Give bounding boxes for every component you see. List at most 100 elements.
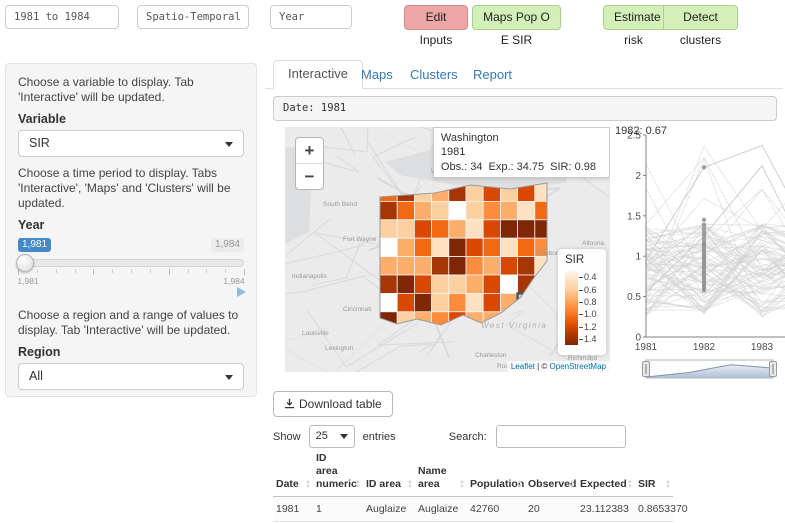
county-region[interactable] <box>431 201 450 221</box>
county-region[interactable] <box>517 237 536 257</box>
county-region[interactable] <box>413 274 432 294</box>
county-region[interactable] <box>413 201 432 221</box>
county-region[interactable] <box>465 219 484 239</box>
region-select[interactable]: All <box>18 362 244 390</box>
county-region[interactable] <box>413 219 432 239</box>
county-region[interactable] <box>448 183 467 202</box>
sort-icon[interactable]: ▲ ▼ <box>355 479 361 491</box>
column-header-id-area[interactable]: ID area ▲ ▼ <box>363 449 415 498</box>
county-region[interactable] <box>534 183 552 202</box>
county-region[interactable] <box>396 292 415 313</box>
county-region[interactable] <box>517 256 536 276</box>
county-region[interactable] <box>431 256 450 276</box>
sort-icon[interactable]: ▲ ▼ <box>665 479 671 491</box>
year-slider-handle[interactable] <box>16 253 34 272</box>
year-slider[interactable]: 1,981 1,984 1,981 1,984 <box>16 237 246 299</box>
sort-icon[interactable]: ▲ ▼ <box>517 479 523 491</box>
slider-play-button[interactable] <box>237 286 246 297</box>
county-region[interactable] <box>448 256 467 276</box>
county-region[interactable] <box>380 274 398 294</box>
tab-report[interactable]: Report <box>473 67 513 82</box>
download-table-button[interactable]: Download table <box>273 391 393 417</box>
column-header-name-area[interactable]: Name area ▲ ▼ <box>415 449 467 498</box>
county-region[interactable] <box>534 292 552 313</box>
column-header-date[interactable]: Date ▲ ▼ <box>273 449 313 498</box>
county-region[interactable] <box>499 219 518 239</box>
column-header-population[interactable]: Population ▲ ▼ <box>467 449 525 498</box>
time-unit-input[interactable] <box>270 5 352 29</box>
county-region[interactable] <box>448 219 467 239</box>
county-region[interactable] <box>431 219 450 239</box>
zoom-in-button[interactable]: + <box>296 138 323 164</box>
county-region[interactable] <box>465 274 484 294</box>
county-region[interactable] <box>499 274 518 294</box>
county-region[interactable] <box>534 237 552 257</box>
maps-pop-o-e-sir-button[interactable]: Maps Pop O E SIR <box>472 5 561 47</box>
column-header-expected[interactable]: Expected ▲ ▼ <box>577 449 635 498</box>
tab-maps[interactable]: Maps <box>361 67 393 82</box>
county-region[interactable] <box>431 237 450 257</box>
tab-clusters[interactable]: Clusters <box>410 67 458 82</box>
county-region[interactable] <box>380 292 398 313</box>
leaflet-link[interactable]: Leaflet <box>510 362 535 371</box>
sort-icon[interactable]: ▲ ▼ <box>627 479 633 491</box>
county-region[interactable] <box>499 237 518 257</box>
county-region[interactable] <box>380 201 398 221</box>
county-region[interactable] <box>499 256 518 276</box>
detect-clusters-button[interactable]: Detect clusters <box>664 5 738 47</box>
county-region[interactable] <box>465 311 484 330</box>
county-region[interactable] <box>396 274 415 294</box>
date-range-input[interactable] <box>5 5 119 29</box>
county-region[interactable] <box>499 292 518 313</box>
openstreetmap-link[interactable]: OpenStreetMap <box>549 362 606 371</box>
county-region[interactable] <box>534 311 552 330</box>
county-region[interactable] <box>482 256 501 276</box>
county-region[interactable] <box>465 292 484 313</box>
county-region[interactable] <box>413 292 432 313</box>
tab-interactive[interactable]: Interactive <box>273 60 363 89</box>
county-region[interactable] <box>396 219 415 239</box>
county-region[interactable] <box>465 256 484 276</box>
county-region[interactable] <box>448 201 467 221</box>
county-region[interactable] <box>448 274 467 294</box>
county-region[interactable] <box>413 237 432 257</box>
table-row[interactable]: 1981 1 Auglaize Auglaize 42760 20 23.112383 0.8… <box>273 496 688 522</box>
county-region[interactable] <box>396 201 415 221</box>
county-region[interactable] <box>448 237 467 257</box>
sort-icon[interactable]: ▲ ▼ <box>305 479 311 491</box>
sort-icon[interactable]: ▲ ▼ <box>407 479 413 491</box>
county-region[interactable] <box>534 201 552 221</box>
table-search-input[interactable] <box>495 425 626 448</box>
county-region[interactable] <box>517 219 536 239</box>
sort-icon[interactable]: ▲ ▼ <box>569 479 575 491</box>
table-row[interactable]: 19812CrawfordCrawford499192126.8463900.7… <box>273 521 673 523</box>
county-region[interactable] <box>396 237 415 257</box>
analysis-type-input[interactable] <box>137 5 249 29</box>
selected-county-washington[interactable] <box>516 292 537 314</box>
column-header-sir[interactable]: SIR ▲ ▼ <box>635 449 673 498</box>
county-region[interactable] <box>396 256 415 276</box>
zoom-out-button[interactable]: − <box>304 167 315 186</box>
year-slider-track[interactable] <box>18 258 244 267</box>
county-region[interactable] <box>431 311 450 330</box>
edit-inputs-button[interactable]: Edit Inputs <box>404 5 468 47</box>
page-length-select[interactable]: 25 <box>308 425 355 448</box>
county-region[interactable] <box>482 274 501 294</box>
column-header-id-area-numeric[interactable]: ID area numeric ▲ ▼ <box>313 449 363 498</box>
county-region[interactable] <box>465 237 484 257</box>
column-header-observed[interactable]: Observed ▲ ▼ <box>525 449 577 498</box>
variable-select[interactable]: SIR <box>18 129 244 157</box>
county-region[interactable] <box>413 256 432 276</box>
county-region[interactable] <box>431 292 450 313</box>
county-region[interactable] <box>534 219 552 239</box>
county-region[interactable] <box>482 219 501 239</box>
county-region[interactable] <box>499 201 518 221</box>
sort-icon[interactable]: ▲ ▼ <box>459 479 465 491</box>
county-region[interactable] <box>517 274 536 294</box>
county-region[interactable] <box>448 292 467 313</box>
county-region[interactable] <box>380 256 398 276</box>
county-region[interactable] <box>517 201 536 221</box>
county-region[interactable] <box>534 274 552 294</box>
county-region[interactable] <box>482 237 501 257</box>
